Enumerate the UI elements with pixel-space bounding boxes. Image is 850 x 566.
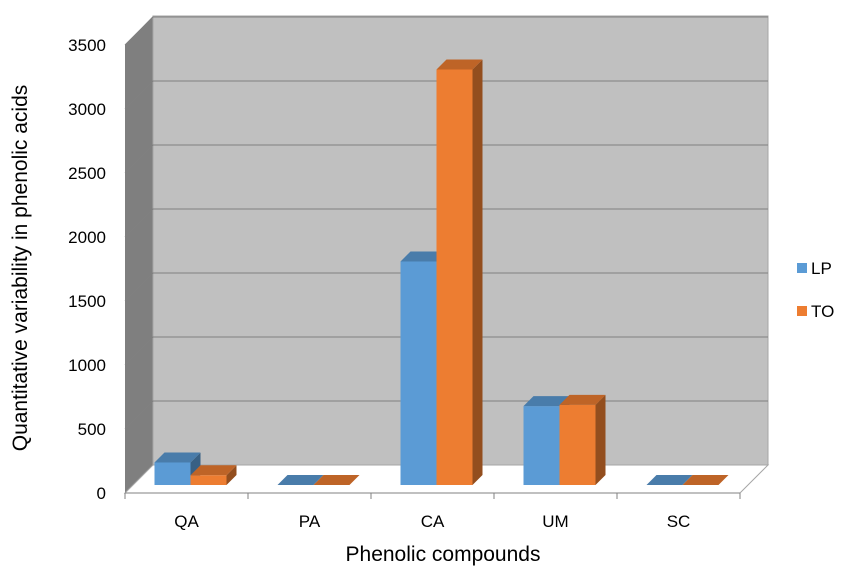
- gridline: [124, 16, 768, 46]
- side-wall: [125, 16, 153, 493]
- bar-top: [277, 475, 324, 485]
- y-tick-label: 2500: [68, 164, 106, 183]
- gridline: [124, 208, 768, 238]
- bar-to-qa: [190, 465, 237, 485]
- y-axis-ticks: 0 500 1000 1500 2000 2500 3000 3500: [68, 36, 106, 503]
- y-tick-label: 3000: [68, 100, 106, 119]
- x-tick-label: SC: [667, 512, 691, 531]
- bar-to-ca: [436, 59, 483, 485]
- y-tick-label: 500: [78, 420, 106, 439]
- bar-to-pa: [313, 475, 360, 485]
- bar-top: [682, 475, 729, 485]
- bar-side: [472, 59, 483, 485]
- bar-top: [154, 452, 201, 463]
- bar-top: [559, 394, 606, 405]
- x-tick-label: QA: [174, 512, 199, 531]
- bar-front: [154, 462, 191, 485]
- bar-side: [226, 465, 237, 485]
- bar-lp-sc: [646, 475, 693, 485]
- x-axis-title: Phenolic compounds: [346, 543, 541, 566]
- bar-lp-pa: [277, 475, 324, 485]
- x-axis-ticks: QA PA CA UM SC: [124, 493, 741, 531]
- legend-swatch-lp: [797, 263, 807, 273]
- bar-top: [646, 475, 693, 485]
- x-tick-label: UM: [542, 512, 568, 531]
- bar-to-um: [559, 394, 606, 485]
- x-tick-label: CA: [421, 512, 445, 531]
- y-tick-label: 3500: [68, 36, 106, 55]
- gridline: [124, 80, 768, 110]
- bar-top: [436, 59, 483, 70]
- legend-label-lp: LP: [811, 259, 832, 278]
- bar-side: [595, 394, 606, 485]
- gridline: [124, 144, 768, 174]
- bar-to-sc: [682, 475, 729, 485]
- bar-top: [190, 465, 237, 476]
- bar-front: [523, 406, 560, 485]
- bar-front: [559, 404, 596, 485]
- bar-top: [523, 396, 570, 407]
- y-tick-label: 1500: [68, 292, 106, 311]
- bar-front: [400, 261, 437, 485]
- gridline: [124, 272, 768, 302]
- bar-front: [190, 475, 227, 485]
- bar-front: [436, 69, 473, 485]
- legend-label-to: TO: [811, 302, 834, 321]
- legend: LP TO: [797, 259, 834, 321]
- gridline: [124, 336, 768, 366]
- bar-top: [400, 251, 447, 262]
- y-tick-label: 2000: [68, 228, 106, 247]
- y-axis-title: Quantitative variability in phenolic aci…: [9, 85, 32, 452]
- y-tick-label: 0: [97, 484, 106, 503]
- y-tick-label: 1000: [68, 356, 106, 375]
- bars: [154, 59, 729, 485]
- x-tick-label: PA: [299, 512, 321, 531]
- legend-swatch-to: [797, 306, 807, 316]
- bar-top: [313, 475, 360, 485]
